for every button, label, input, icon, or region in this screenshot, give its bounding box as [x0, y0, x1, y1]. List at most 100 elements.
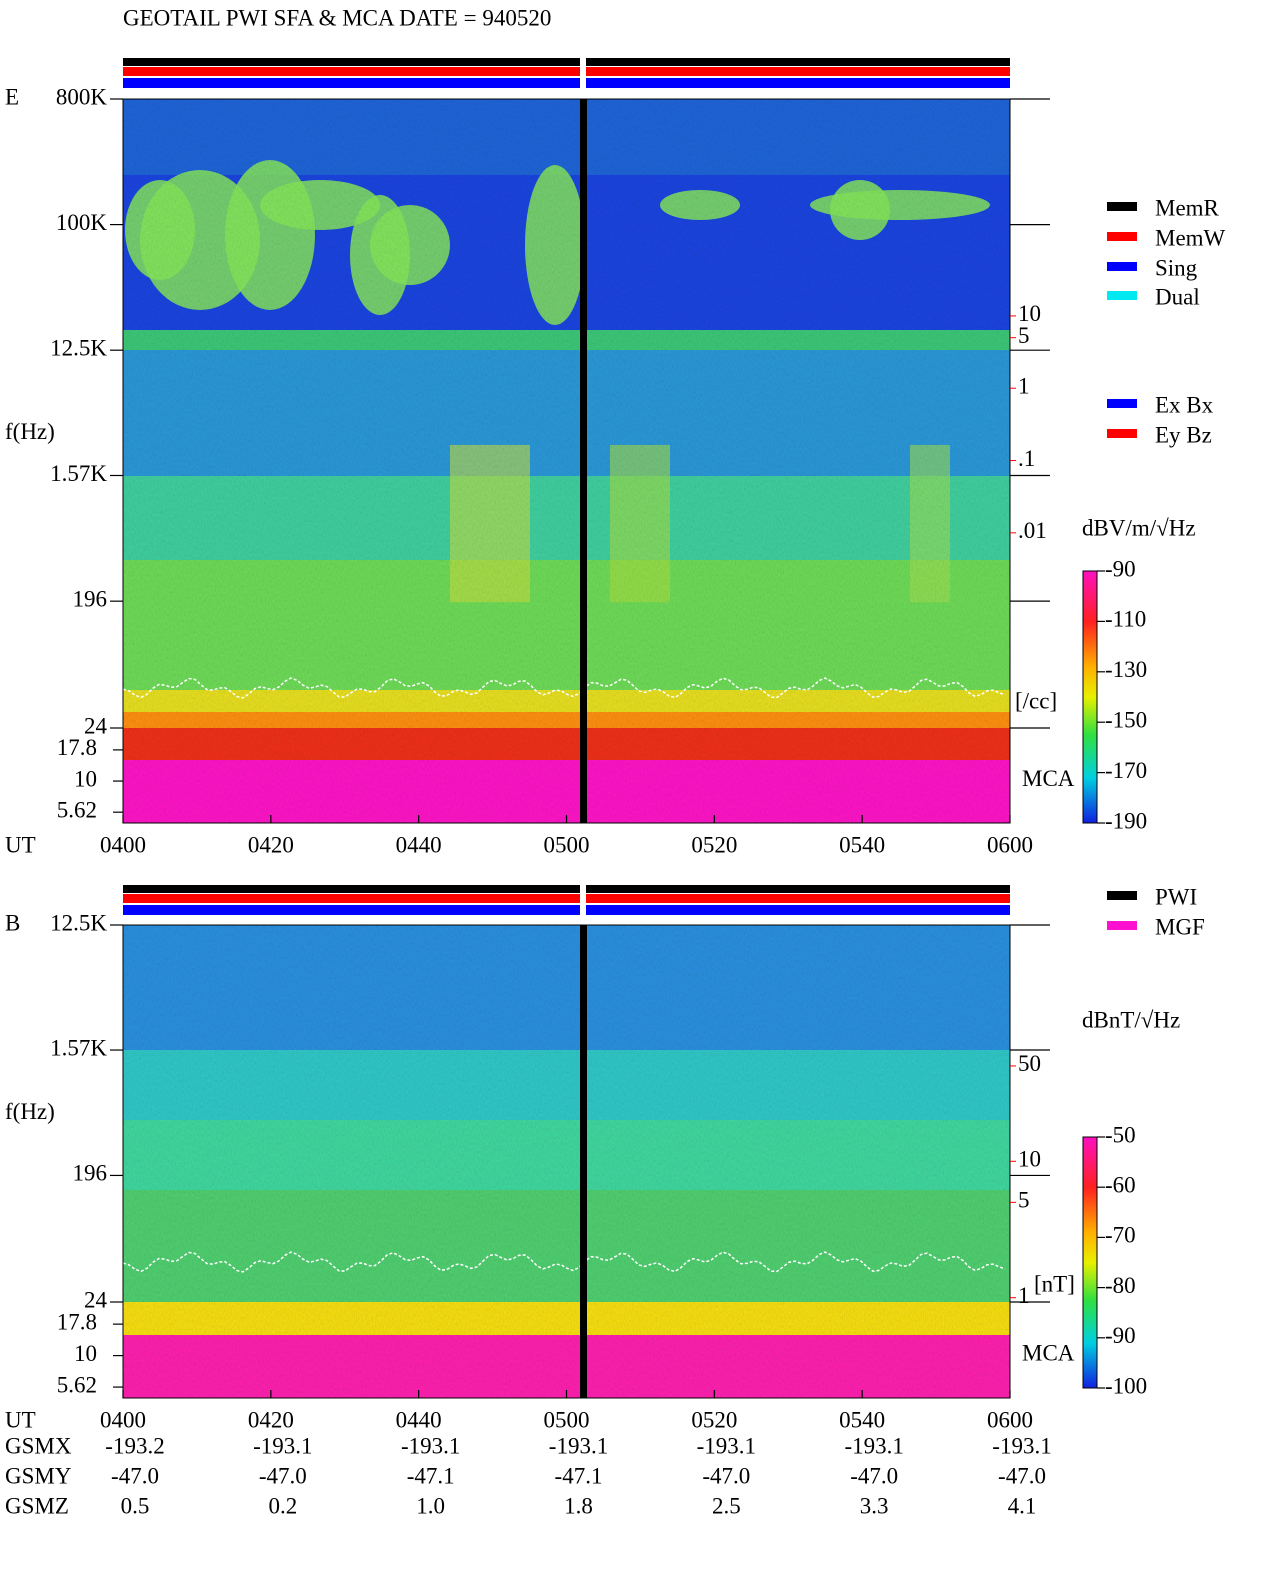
mca-tick-label: 10 — [74, 1341, 97, 1366]
orbit-value: -47.1 — [407, 1463, 455, 1488]
colorbar-tick-label: -80 — [1105, 1273, 1136, 1298]
legend-label: MemR — [1155, 195, 1220, 220]
orbit-value: -193.1 — [844, 1433, 903, 1458]
orbit-row-name: GSMY — [5, 1463, 72, 1488]
y2-tick-label: 1 — [1018, 1283, 1030, 1308]
y-tick-label: 196 — [73, 586, 108, 611]
y-tick-label: 800K — [56, 84, 108, 109]
x-tick-label: 0540 — [839, 1407, 885, 1432]
x-tick-label: 0600 — [987, 1407, 1033, 1432]
orbit-value: 0.2 — [268, 1493, 297, 1518]
legend-label: PWI — [1155, 884, 1197, 909]
x-axis-label: UT — [5, 832, 36, 857]
status-bar — [123, 67, 1010, 76]
mca-tick-label: 17.8 — [57, 1309, 97, 1334]
legend-label: MGF — [1155, 914, 1205, 939]
data-gap — [580, 99, 587, 823]
noise-texture — [123, 99, 1010, 823]
page-title: GEOTAIL PWI SFA & MCA DATE = 940520 — [123, 5, 551, 30]
colorbar — [1082, 570, 1098, 824]
orbit-value: -47.0 — [111, 1463, 159, 1488]
mca-tick-label: 10 — [74, 766, 97, 791]
legend-label: MemW — [1155, 225, 1226, 250]
y-tick-label: 196 — [73, 1161, 108, 1186]
legend-label: Ey Bz — [1155, 422, 1212, 447]
data-gap — [580, 925, 587, 1398]
y-tick-label: 12.5K — [50, 335, 107, 360]
orbit-value: -47.1 — [555, 1463, 603, 1488]
y2-tick-label: 1 — [1018, 374, 1030, 399]
colorbar-tick-label: -50 — [1105, 1122, 1136, 1147]
status-bar — [123, 885, 1010, 893]
noise-texture — [123, 925, 1010, 1398]
colorbar-tick-label: -150 — [1105, 707, 1147, 732]
status-bar — [123, 905, 1010, 915]
x-tick-label: 0500 — [544, 832, 590, 857]
colorbar-tick-label: -190 — [1105, 808, 1147, 833]
y2-axis-label: [nT] — [1034, 1271, 1075, 1296]
y2-tick-label: 10 — [1018, 1147, 1041, 1172]
x-tick-label: 0420 — [248, 1407, 294, 1432]
x-axis-label: UT — [5, 1407, 36, 1432]
panel-label: E — [5, 84, 19, 109]
x-tick-label: 0600 — [987, 832, 1033, 857]
mca-tick-label: 17.8 — [57, 735, 97, 760]
y2-axis-label: [/cc] — [1015, 688, 1057, 713]
y2-tick-label: 5 — [1018, 323, 1030, 348]
y2-tick-label: 50 — [1018, 1051, 1041, 1076]
panel-label: B — [5, 910, 20, 935]
legend-swatch — [1107, 202, 1137, 211]
orbit-value: -193.1 — [992, 1433, 1051, 1458]
orbit-value: 1.8 — [564, 1493, 593, 1518]
legend-swatch — [1107, 291, 1137, 300]
status-gap — [580, 58, 586, 88]
x-tick-label: 0440 — [396, 832, 442, 857]
x-tick-label: 0440 — [396, 1407, 442, 1432]
orbit-value: 1.0 — [416, 1493, 445, 1518]
legend-label: Sing — [1155, 255, 1198, 280]
y-axis-label: f(Hz) — [5, 1099, 55, 1124]
colorbar-label: dBV/m/√Hz — [1082, 515, 1196, 540]
y-tick-label: 100K — [56, 210, 108, 235]
y-tick-label: 1.57K — [50, 1035, 107, 1060]
x-tick-label: 0520 — [691, 832, 737, 857]
orbit-value: -47.0 — [850, 1463, 898, 1488]
legend-swatch — [1107, 891, 1137, 900]
x-tick-label: 0520 — [691, 1407, 737, 1432]
orbit-value: -193.1 — [697, 1433, 756, 1458]
y-axis-label: f(Hz) — [5, 419, 55, 444]
y-tick-label: 1.57K — [50, 461, 107, 486]
orbit-value: -193.1 — [253, 1433, 312, 1458]
y-tick-label: 24 — [84, 713, 108, 738]
status-bar — [123, 78, 1010, 88]
orbit-value: -47.0 — [998, 1463, 1046, 1488]
orbit-value: 0.5 — [121, 1493, 150, 1518]
colorbar-tick-label: -90 — [1105, 556, 1136, 581]
status-bar — [123, 894, 1010, 903]
colorbar-tick-label: -60 — [1105, 1172, 1136, 1197]
mca-tick-label: 5.62 — [57, 1372, 97, 1397]
colorbar-tick-label: -110 — [1105, 607, 1146, 632]
x-tick-label: 0540 — [839, 832, 885, 857]
mca-tick-label: 5.62 — [57, 797, 97, 822]
legend-swatch — [1107, 429, 1137, 438]
y2-tick-label: .01 — [1018, 518, 1047, 543]
orbit-value: -47.0 — [259, 1463, 307, 1488]
legend-label: Dual — [1155, 284, 1200, 309]
colorbar-tick-label: -90 — [1105, 1323, 1136, 1348]
orbit-value: 4.1 — [1008, 1493, 1037, 1518]
colorbar-tick-label: -130 — [1105, 657, 1147, 682]
y2-tick-label: .1 — [1018, 446, 1035, 471]
x-tick-label: 0420 — [248, 832, 294, 857]
colorbar-tick-label: -170 — [1105, 758, 1147, 783]
x-tick-label: 0500 — [544, 1407, 590, 1432]
x-tick-label: 0400 — [100, 832, 146, 857]
y-tick-label: 24 — [84, 1287, 108, 1312]
colorbar-label: dBnT/√Hz — [1082, 1007, 1180, 1032]
y-tick-label: 12.5K — [50, 910, 107, 935]
orbit-value: -193.2 — [105, 1433, 164, 1458]
x-tick-label: 0400 — [100, 1407, 146, 1432]
status-bar — [123, 58, 1010, 66]
mca-label: MCA — [1022, 766, 1075, 791]
